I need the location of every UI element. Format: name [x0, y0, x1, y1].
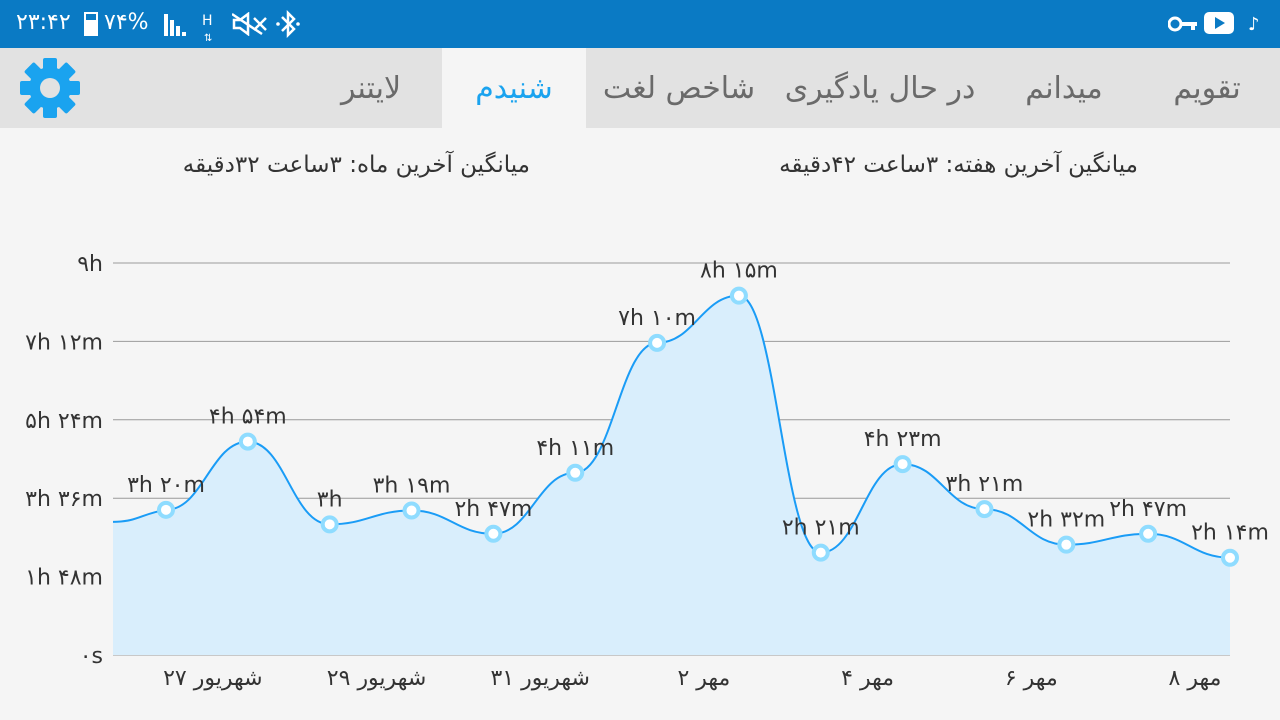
- data-label: ۲h ۱۴m: [1191, 521, 1269, 546]
- y-tick-label: ۰s: [80, 644, 103, 669]
- data-arrows-icon: ⇅: [204, 33, 213, 44]
- data-point: [402, 501, 421, 520]
- data-label: ۲h ۴۷m: [1109, 497, 1187, 522]
- y-tick-label: ۵h ۲۴m: [25, 409, 103, 434]
- data-label: ۷h ۱۰m: [618, 306, 696, 331]
- data-point: [320, 515, 339, 534]
- tab-known[interactable]: میدانم: [1025, 70, 1103, 106]
- data-label: ۲h ۴۷m: [454, 497, 532, 522]
- x-tick-label: ۳۱ شهریور: [490, 666, 589, 691]
- data-label: ۲h ۳۲m: [1027, 508, 1105, 533]
- x-axis-labels: ۲۷ شهریور ۲۹ شهریور ۳۱ شهریور ۲ مهر ۴ مهر ۶ م…: [163, 666, 1221, 691]
- mute-icon: [232, 12, 267, 36]
- data-point: [238, 432, 257, 451]
- data-point: [1221, 548, 1239, 567]
- data-point: [648, 333, 667, 352]
- data-point: [811, 543, 830, 562]
- data-point: [975, 500, 994, 519]
- area-fill: [113, 295, 1230, 655]
- settings-gear-icon[interactable]: [18, 56, 82, 120]
- x-tick-label: ۶ مهر: [1005, 666, 1058, 691]
- x-tick-label: ۲۷ شهریور: [163, 666, 262, 691]
- data-point: [729, 286, 748, 305]
- data-label: ۴h ۲۳m: [864, 427, 942, 452]
- clock: ۲۳:۴۲: [16, 10, 71, 35]
- tab-listened[interactable]: شنیدم: [442, 48, 586, 128]
- data-label: ۳h ۲۰m: [127, 473, 205, 498]
- battery-percent: ۷۴%: [104, 10, 149, 35]
- x-tick-label: ۲۹ شهریور: [327, 666, 426, 691]
- tab-word-index[interactable]: شاخص لغت: [602, 70, 756, 106]
- signal-icon: [164, 14, 186, 36]
- data-point: [893, 455, 912, 474]
- x-tick-label: ۴ مهر: [841, 666, 894, 691]
- series-line: [112, 294, 1231, 559]
- music-icon: ♪: [1248, 14, 1260, 35]
- y-tick-label: ۳h ۳۶m: [25, 487, 103, 512]
- data-point: [1057, 535, 1076, 554]
- y-tick-label: ۱h ۴۸m: [25, 566, 103, 591]
- data-points: [157, 286, 1239, 567]
- listening-time-chart: ۰s ۱h ۴۸m ۳h ۳۶m ۵h ۲۴m ۷h ۱۲m ۹h ۲۷ شهریور ۲۹…: [25, 252, 1269, 691]
- x-tick-label: ۲ مهر: [677, 666, 730, 691]
- data-label: ۳h ۱۹m: [373, 474, 451, 499]
- data-point: [484, 524, 503, 543]
- data-label: ۲h ۲۱m: [782, 516, 860, 541]
- x-tick-label: ۸ مهر: [1169, 666, 1222, 691]
- network-type: H: [202, 13, 213, 29]
- data-label: ۴h ۵۴m: [209, 405, 287, 430]
- data-label: ۳h: [317, 487, 343, 512]
- monthly-average: میانگین آخرین ماه: ۳ساعت ۳۲دقیقه: [182, 152, 530, 178]
- tab-calendar[interactable]: تقویم: [1173, 70, 1241, 106]
- data-label: ۳h ۲۱m: [946, 472, 1024, 497]
- battery-icon: [84, 12, 98, 36]
- data-point: [157, 500, 175, 519]
- y-axis-labels: ۰s ۱h ۴۸m ۳h ۳۶m ۵h ۲۴m ۷h ۱۲m ۹h: [25, 252, 103, 669]
- bluetooth-icon: [276, 10, 300, 38]
- data-label: ۴h ۱۱m: [536, 436, 614, 461]
- data-point: [1139, 524, 1158, 543]
- data-label: ۸h ۱۵m: [700, 259, 778, 284]
- status-bar: ۲۳:۴۲ ۷۴% H ⇅ ♪: [0, 0, 1280, 48]
- youtube-icon: [1204, 12, 1234, 34]
- tab-learning[interactable]: در حال یادگیری: [784, 70, 976, 106]
- vpn-key-icon: [1168, 16, 1197, 32]
- data-point: [566, 463, 585, 482]
- tab-bar: تقویم میدانم در حال یادگیری شاخص لغت شنی…: [0, 48, 1280, 128]
- y-tick-label: ۹h: [77, 252, 103, 277]
- y-tick-label: ۷h ۱۲m: [25, 330, 103, 355]
- tab-leitner[interactable]: لایتنر: [340, 70, 402, 106]
- weekly-average: میانگین آخرین هفته: ۳ساعت ۴۲دقیقه: [779, 152, 1138, 178]
